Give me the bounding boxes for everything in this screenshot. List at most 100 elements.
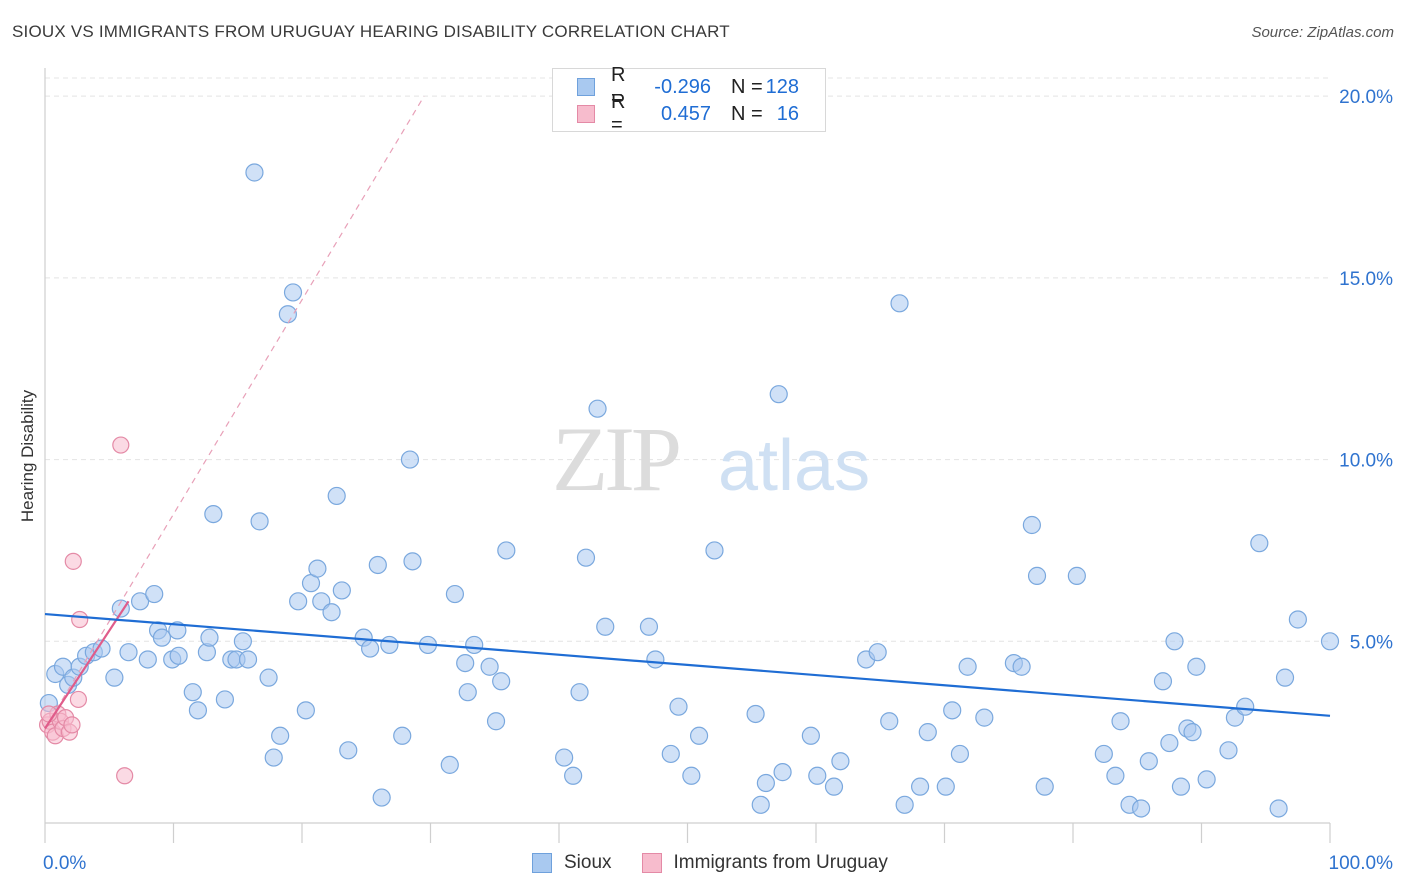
x-tick-label-min: 0.0% [43,853,86,874]
sioux-point [259,668,278,687]
sioux-point [1106,766,1125,785]
sioux-point [1132,799,1151,818]
sioux-point [1219,741,1238,760]
legend-swatch-uruguay [577,105,595,123]
series-swatch-uruguay [641,853,662,873]
sioux-point [555,748,574,767]
sioux-point [564,766,583,785]
sioux-point [183,683,202,702]
sioux-point [1236,697,1255,716]
sioux-point [289,592,308,611]
sioux-point [339,741,358,760]
y-tick-label: 15.0% [1339,269,1393,290]
y-tick-label: 20.0% [1339,87,1393,108]
correlation-legend: R = -0.296 N = 128 R = 0.457 N = 16 [552,64,826,136]
sioux-point [1171,777,1191,796]
uruguay-point [116,767,134,785]
legend-r-value: 0.457 [660,102,711,125]
sioux-point [238,650,258,669]
sioux-point [773,763,792,782]
sioux-point [204,504,223,524]
sioux-point [296,701,315,720]
sioux-point [588,399,607,418]
legend-n-value: 128 [765,75,799,98]
sioux-point [440,755,459,774]
sioux-point [1094,744,1113,764]
legend-swatch-sioux [577,78,595,96]
watermark-atlas: atlas [718,426,870,506]
sioux-point [215,690,234,709]
sioux-point [492,672,511,691]
sioux-point [245,163,264,182]
sioux-point [689,726,709,745]
sioux-point [808,766,827,785]
sioux-point [890,294,909,313]
sioux-point [910,777,930,796]
sioux-point [918,723,937,742]
sioux-point [669,697,688,716]
sioux-point [936,777,955,796]
sioux-point [1160,733,1179,753]
sioux-point [380,635,399,655]
sioux-point [393,726,412,745]
sioux-point [465,635,484,655]
uruguay-trend-extension [44,95,425,729]
sioux-point [130,592,150,611]
sioux-point [1269,799,1288,818]
source-label: Source: ZipAtlas.com [1251,24,1394,41]
sioux-point [283,283,303,302]
uruguay-point [64,552,82,570]
sioux-point [1022,515,1041,535]
sioux-point [646,650,665,669]
sioux-point [880,712,899,731]
series-swatch-sioux [532,853,552,873]
sioux-point [769,385,788,404]
sioux-point [361,639,380,658]
sioux-point [1139,752,1158,771]
sioux-point [1288,610,1307,629]
legend-n-label: N = [731,102,763,125]
sioux-point [1320,632,1340,651]
sioux-point [895,795,914,814]
sioux-point [746,704,765,724]
sioux-point [480,657,499,676]
sioux-trend-line [44,612,1331,717]
sioux-point [975,708,994,727]
sioux-point [958,657,977,676]
sioux-point [1035,777,1054,796]
sioux-point [1012,657,1031,676]
sioux-point [308,559,327,578]
watermark-zip: ZIP [552,408,679,510]
sioux-point [950,744,970,764]
sioux-point [403,552,422,571]
sioux-point [943,701,962,720]
sioux-point [868,643,887,662]
uruguay-point [112,436,130,454]
sioux-point [322,603,341,622]
sioux-point [1183,723,1202,742]
sioux-point [570,683,589,702]
uruguay-point [63,716,81,734]
legend-r-value: -0.296 [654,75,711,98]
y-tick-label: 10.0% [1339,451,1393,472]
sioux-point [596,617,615,636]
sioux-point [169,646,188,665]
sioux-point [705,541,724,560]
sioux-point [138,650,157,669]
sioux-point [368,555,387,575]
sioux-point [576,548,596,567]
sioux-point [145,584,164,604]
sioux-point [250,512,269,531]
sioux-point [119,643,138,662]
sioux-point [152,628,172,647]
sioux-point [1197,770,1216,789]
sioux-point [456,653,475,673]
sioux-point [486,712,506,731]
uruguay-trend-line [44,600,130,730]
sioux-point [661,744,680,764]
sioux-point [1187,657,1206,676]
legend-n-label: N = [731,75,763,98]
series-legend-sioux: Sioux [532,852,612,874]
sioux-point [271,726,290,745]
